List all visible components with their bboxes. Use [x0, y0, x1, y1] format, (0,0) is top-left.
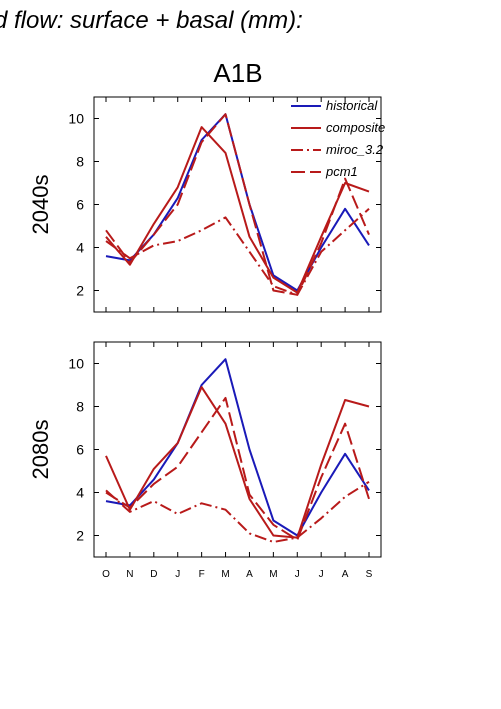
y-tick-label: 8 — [76, 399, 84, 415]
series-line-historical — [105, 358, 370, 537]
chart-panels: 2 4 6 8 10 2040s historical composite miroc_3.2p… — [28, 96, 385, 580]
x-tick-label: M — [269, 569, 277, 580]
x-tick-label: A — [246, 569, 253, 580]
series-line-pcm1 — [105, 396, 370, 541]
y-tick-label: 4 — [76, 485, 84, 501]
x-tick-label: F — [199, 569, 205, 580]
legend-label: historical — [326, 98, 378, 113]
series-line-composite — [105, 386, 370, 539]
legend-label: composite — [326, 120, 385, 135]
y-tick-label: 2 — [76, 528, 84, 544]
series-line-miroc-3-2 — [105, 208, 370, 296]
panel-label: 2080s — [28, 420, 53, 480]
legend: historical composite miroc_3.2 pcm1 — [291, 98, 385, 179]
x-tick-label: A — [342, 569, 349, 580]
chart-panel-2040s: 2 4 6 8 10 2040s historical composite miroc_3.2p… — [28, 96, 385, 313]
x-tick-label: M — [221, 569, 229, 580]
y-tick-label: 6 — [76, 442, 84, 458]
scenario-title: A1B — [213, 58, 262, 88]
x-tick-label: N — [126, 569, 133, 580]
panel-label: 2040s — [28, 175, 53, 235]
series-line-pcm1 — [105, 113, 370, 296]
x-tick-label: J — [319, 569, 324, 580]
y-tick-label: 10 — [68, 356, 84, 372]
chart-panel-2080s: O N D J F M A M J J A S 2 4 6 8 10 2080s — [28, 341, 382, 580]
x-tick-label: J — [175, 569, 180, 580]
x-tick-label: J — [295, 569, 300, 580]
figure-heading: d flow: surface + basal (mm): — [0, 7, 303, 34]
y-tick-label: 2 — [76, 283, 84, 299]
series-line-miroc-3-2 — [105, 480, 370, 543]
y-tick-label: 6 — [76, 197, 84, 213]
legend-label: miroc_3.2 — [326, 142, 384, 157]
x-tick-label: O — [102, 569, 110, 580]
y-tick-label: 4 — [76, 240, 84, 256]
y-tick-label: 10 — [68, 111, 84, 127]
y-tick-label: 8 — [76, 154, 84, 170]
x-tick-label: D — [150, 569, 157, 580]
series-line-historical — [105, 113, 370, 292]
x-tick-label: S — [366, 569, 373, 580]
series-line-composite — [105, 126, 370, 294]
legend-label: pcm1 — [325, 164, 358, 179]
